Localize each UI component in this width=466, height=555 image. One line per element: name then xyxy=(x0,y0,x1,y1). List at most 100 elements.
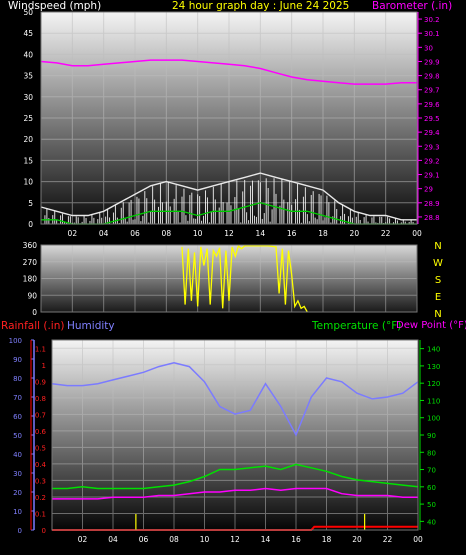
barometer-tick-label: 28.8 xyxy=(424,214,440,222)
barometer-tick-label: 29.7 xyxy=(424,87,440,95)
barometer-tick-label: 29.3 xyxy=(424,143,440,151)
temp-x-tick-label: 16 xyxy=(291,535,301,544)
barometer-line xyxy=(40,59,417,85)
wind-tick-label: 15 xyxy=(23,156,33,165)
temperature-tick-label: 130 xyxy=(427,363,440,371)
rainfall-tick-label: 0.1 xyxy=(35,510,46,518)
humidity-tick-label: 10 xyxy=(13,508,22,516)
wind-x-tick-label: 22 xyxy=(381,229,391,238)
wind-tick-label: 25 xyxy=(23,114,33,123)
humidity-tick-label: 50 xyxy=(13,432,22,440)
temp-x-tick-label: 04 xyxy=(108,535,118,544)
direction-tick-label: 0 xyxy=(32,308,37,317)
rainfall-tick-label: 0.9 xyxy=(35,378,46,386)
direction-tick-label: 270 xyxy=(23,258,38,267)
barometer-right-axis: 30.2 30.1 30 29.9 29.8 29.7 29.6 29.5 29.4 29.3 29… xyxy=(417,12,440,224)
humidity-tick-label: 60 xyxy=(13,413,22,421)
wind-plot-border xyxy=(40,11,418,225)
windspeed-label: Windspeed (mph) xyxy=(8,0,102,12)
barometer-tick-label: 29.1 xyxy=(424,172,440,180)
temp-plot-border xyxy=(51,339,419,531)
temperature-tick-label: 90 xyxy=(427,432,436,440)
rainfall-tick-label: 0.8 xyxy=(35,395,46,403)
humidity-tick-label: 100 xyxy=(9,337,22,345)
wind-x-axis: 02 04 06 08 10 12 14 16 18 20 22 00 xyxy=(68,229,422,238)
temp-x-tick-label: 08 xyxy=(169,535,179,544)
temperature-tick-label: 140 xyxy=(427,346,440,354)
humidity-label: Humidity xyxy=(67,320,115,332)
direction-tick-label: 360 xyxy=(23,241,38,250)
compass-label: N xyxy=(434,241,441,252)
compass-label: S xyxy=(435,275,441,286)
compass-label: E xyxy=(435,292,441,303)
rainfall-tick-label: 0.3 xyxy=(35,477,46,485)
humidity-tick-label: 20 xyxy=(13,489,22,497)
temperature-tick-label: 70 xyxy=(427,467,436,475)
wind-tick-label: 10 xyxy=(23,178,33,187)
temperature-axis: 140 130 120 110 100 90 80 70 60 50 40 xyxy=(419,340,440,530)
direction-series xyxy=(181,244,308,313)
temperature-tick-label: 50 xyxy=(427,501,436,509)
temp-x-tick-label: 14 xyxy=(261,535,271,544)
barometer-tick-label: 30.2 xyxy=(424,16,440,24)
barometer-tick-label: 30.1 xyxy=(424,30,440,38)
barometer-tick-label: 28.9 xyxy=(424,200,440,208)
temp-x-tick-label: 10 xyxy=(200,535,210,544)
wind-series xyxy=(40,59,417,225)
temp-x-tick-label: 02 xyxy=(78,535,88,544)
rainfall-tick-label: 0.7 xyxy=(35,411,46,419)
temp-x-tick-label: 20 xyxy=(352,535,362,544)
rainfall-axis: 1.1 1 0.9 0.8 0.7 0.6 0.5 0.4 0.3 0.2 0.1 0 xyxy=(35,345,47,535)
rainfall-tick-label: 0.6 xyxy=(35,428,47,436)
temperature-line xyxy=(52,463,419,490)
wind-x-tick-label: 20 xyxy=(350,229,360,238)
wind-tick-label: 30 xyxy=(23,93,33,102)
humidity-line xyxy=(51,362,419,437)
temperature-tick-label: 120 xyxy=(427,380,440,388)
gust-line xyxy=(40,172,417,221)
rainfall-label: Rainfall (.in) xyxy=(1,320,65,332)
rainfall-tick-label: 0 xyxy=(42,527,46,535)
humidity-tick-label: 70 xyxy=(13,394,22,402)
wind-x-tick-label: 08 xyxy=(162,229,172,238)
wind-tick-label: 20 xyxy=(23,135,33,144)
wind-x-tick-label: 00 xyxy=(412,229,422,238)
direction-line xyxy=(181,244,308,313)
wind-tick-label: 5 xyxy=(28,199,33,208)
rainfall-tick-label: 0.4 xyxy=(35,461,47,469)
rainfall-tick-label: 0.5 xyxy=(35,444,46,452)
temp-x-tick-label: 00 xyxy=(413,535,423,544)
temperature-tick-label: 80 xyxy=(427,449,436,457)
humidity-tick-label: 40 xyxy=(13,451,22,459)
wind-tick-label: 40 xyxy=(23,50,33,59)
rainfall-tick-label: 1.1 xyxy=(35,345,46,353)
wind-x-tick-label: 14 xyxy=(256,229,266,238)
barometer-tick-label: 29.6 xyxy=(424,101,440,109)
wind-tick-label: 50 xyxy=(23,8,33,17)
wind-x-tick-label: 06 xyxy=(130,229,140,238)
wind-x-tick-label: 12 xyxy=(224,229,234,238)
compass-label: N xyxy=(434,309,441,320)
temp-x-tick-label: 22 xyxy=(383,535,393,544)
humidity-tick-label: 30 xyxy=(13,470,22,478)
wind-tick-label: 35 xyxy=(23,72,33,81)
wind-x-tick-label: 16 xyxy=(287,229,297,238)
wind-tick-label: 45 xyxy=(23,29,33,38)
temperature-tick-label: 100 xyxy=(427,415,440,423)
humidity-tick-label: 90 xyxy=(13,356,22,364)
humidity-tick-label: 80 xyxy=(13,375,22,383)
wind-x-tick-label: 02 xyxy=(68,229,78,238)
temperature-tick-label: 110 xyxy=(427,397,440,405)
temp-x-tick-label: 12 xyxy=(230,535,240,544)
rainfall-tick-label: 0.2 xyxy=(35,494,46,502)
wind-x-tick-label: 18 xyxy=(318,229,328,238)
wind-x-tick-label: 04 xyxy=(99,229,109,238)
temp-x-tick-label: 06 xyxy=(139,535,149,544)
